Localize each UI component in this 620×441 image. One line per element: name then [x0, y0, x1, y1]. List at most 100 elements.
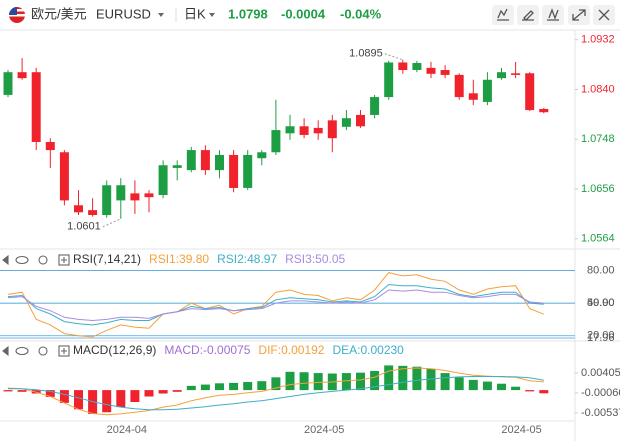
candle-body	[412, 62, 422, 71]
y-tick-label: 17.96	[587, 332, 615, 344]
pair-name[interactable]: 欧元/美元	[31, 6, 87, 21]
candle-body	[426, 67, 436, 74]
add-icon-plus	[61, 348, 67, 354]
indicator-line	[7, 284, 544, 326]
add-icon[interactable]	[58, 345, 70, 357]
macd-bar	[412, 366, 422, 391]
macd-bar	[356, 372, 365, 391]
candle-body	[271, 130, 281, 153]
candle-body	[186, 150, 196, 171]
change-pct: -0.04%	[340, 6, 382, 21]
macd-bar	[243, 382, 253, 391]
macd-bar	[257, 381, 267, 391]
indicator-line	[7, 367, 544, 416]
y-tick-label: 1.0748	[581, 133, 615, 145]
macd-bar	[271, 377, 281, 391]
candle-body	[313, 127, 323, 134]
indicator-title: MACD(12,26,9)	[73, 343, 156, 357]
y-tick-label: 80.00	[587, 264, 615, 276]
candle-body	[440, 70, 450, 75]
change: -0.0004	[281, 6, 326, 21]
candle-body	[88, 210, 98, 216]
candle-body	[454, 74, 464, 98]
indicator-title: RSI(7,14,21)	[73, 252, 141, 266]
y-tick-label: 50.00	[587, 297, 615, 309]
candle-body	[215, 154, 224, 171]
y-tick-label: -0.00537	[581, 407, 620, 419]
macd-bar	[341, 373, 351, 391]
macd-bar	[158, 390, 168, 394]
collapse-icon[interactable]	[2, 345, 9, 357]
legend-entry: DIF:0.00192	[258, 343, 324, 357]
collapse-icon[interactable]	[2, 254, 9, 266]
candle-body	[3, 72, 13, 95]
candle-body	[299, 126, 309, 135]
macd-bar	[130, 390, 140, 403]
symbol[interactable]: EURUSD	[96, 6, 151, 21]
candle-body	[243, 154, 253, 188]
annotation-leader	[384, 53, 403, 61]
candle-body	[130, 193, 140, 201]
toolbar	[492, 5, 615, 25]
candle-body	[31, 72, 41, 142]
indicator-line	[7, 289, 544, 322]
macd-bar	[45, 390, 55, 397]
macd-bar	[525, 390, 535, 392]
annotation: 1.0601	[67, 221, 101, 233]
y-tick-label: 1.0564	[581, 233, 615, 245]
eye-icon[interactable]	[15, 346, 29, 356]
macd-bar	[440, 373, 450, 391]
add-icon-plus	[61, 257, 67, 263]
y-tick-label: 1.0840	[581, 83, 615, 95]
gear-icon[interactable]	[38, 346, 48, 356]
candle-body	[200, 150, 210, 171]
macd-bar	[229, 382, 239, 391]
toolbar-button[interactable]	[517, 5, 539, 25]
macd-bar	[497, 383, 506, 391]
gear-icon[interactable]	[38, 255, 48, 265]
period[interactable]: 日K	[184, 6, 206, 21]
close-icon	[598, 9, 610, 21]
macd-bar	[384, 365, 394, 391]
candle-body	[497, 72, 506, 79]
annotation: 1.0895	[349, 48, 383, 60]
toolbar-button[interactable]	[492, 5, 514, 25]
candle-body	[525, 73, 535, 111]
toolbar-button[interactable]	[542, 5, 564, 25]
indicator-line	[7, 272, 544, 338]
add-icon[interactable]	[58, 254, 70, 266]
candle-body	[229, 154, 239, 188]
y-tick-label: -0.00066	[581, 387, 620, 399]
rsi-icons	[2, 254, 70, 266]
candle-body	[285, 126, 295, 134]
expand-icon	[572, 9, 586, 21]
candle-body	[511, 73, 521, 75]
candle-body	[356, 114, 365, 127]
candle-body	[384, 62, 394, 98]
macd-bar	[144, 390, 154, 397]
macd-icons	[2, 345, 70, 357]
macd-bar	[454, 377, 464, 391]
y-tick-label: 0.00405	[581, 367, 620, 379]
price: 1.0798	[228, 6, 268, 21]
y-tick-label: 1.0932	[581, 34, 615, 46]
y-tick-label: 49.90	[587, 297, 615, 309]
candle-body	[74, 205, 83, 213]
dropdown-arrow[interactable]	[158, 13, 164, 17]
candle-body	[398, 62, 408, 71]
y-tick-label: 1.0656	[581, 183, 615, 195]
candle-body	[116, 185, 126, 201]
legend-entry: RSI1:39.80	[149, 252, 209, 266]
dropdown-arrow[interactable]	[209, 13, 215, 17]
candle-body	[341, 118, 351, 127]
candle-body	[17, 72, 27, 79]
legend-entry: RSI3:50.05	[285, 252, 345, 266]
y-tick-label: 20.00	[587, 330, 615, 342]
candle-body	[370, 97, 380, 115]
macd-bar	[215, 383, 224, 391]
x-tick-label: 2024-04	[107, 424, 147, 436]
eye-icon[interactable]	[15, 255, 29, 265]
macd-bar	[186, 385, 196, 391]
macd-bar	[172, 390, 182, 392]
candle-body	[45, 141, 55, 151]
